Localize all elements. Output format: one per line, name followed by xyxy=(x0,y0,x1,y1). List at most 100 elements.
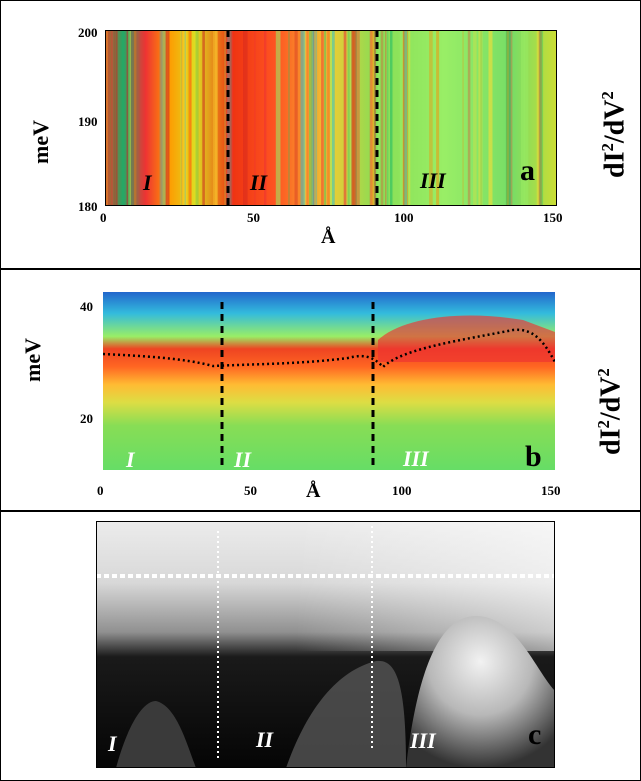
texture-stripe xyxy=(113,30,116,206)
texture-stripe xyxy=(538,30,542,206)
ytick: 20 xyxy=(80,411,93,426)
texture-stripe xyxy=(314,30,316,206)
panel-a-texture xyxy=(105,30,544,206)
texture-stripe xyxy=(275,30,281,206)
texture-stripe xyxy=(436,30,440,206)
texture-stripe xyxy=(402,30,404,206)
region-label: III xyxy=(420,168,446,193)
region-label: I xyxy=(143,170,152,195)
texture-stripe xyxy=(462,30,464,206)
region-label: II xyxy=(234,447,252,472)
texture-stripe xyxy=(162,30,167,206)
texture-stripe xyxy=(165,30,170,206)
texture-stripe xyxy=(523,30,529,206)
texture-stripe xyxy=(195,30,199,206)
region-label: I xyxy=(126,447,135,472)
texture-stripe xyxy=(182,30,187,206)
texture-stripe xyxy=(480,30,482,206)
texture-stripe xyxy=(181,30,183,206)
texture-stripe xyxy=(377,30,381,206)
xtick: 150 xyxy=(541,483,561,498)
texture-stripe xyxy=(303,30,307,206)
region-label: II xyxy=(250,170,268,195)
texture-stripe xyxy=(134,30,137,206)
texture-stripe xyxy=(202,30,205,206)
xtick: 50 xyxy=(244,483,257,498)
texture-stripe xyxy=(254,30,256,206)
texture-stripe xyxy=(399,30,403,206)
texture-stripe xyxy=(304,30,306,206)
panel-letter: a xyxy=(520,154,535,187)
texture-stripe xyxy=(429,30,433,206)
texture-stripe xyxy=(347,30,350,206)
texture-stripe xyxy=(311,30,315,206)
texture-stripe xyxy=(385,30,387,206)
panel-b-right-label: dI2/dV2 xyxy=(594,368,627,455)
panel-b-xlabel: Å xyxy=(306,480,321,502)
texture-stripe xyxy=(139,30,145,206)
ytick: 200 xyxy=(78,25,98,40)
region-label: III xyxy=(410,728,436,753)
panel-a-heatmap xyxy=(105,30,557,206)
panel-a-right-label: dI2/dV2 xyxy=(598,91,631,178)
texture-stripe xyxy=(380,30,384,206)
xtick: 0 xyxy=(97,483,104,498)
texture-stripe xyxy=(536,30,539,206)
texture-stripe xyxy=(212,30,218,206)
panel-divider xyxy=(0,510,641,512)
panel-b-dotted-curve xyxy=(103,328,555,369)
texture-stripe xyxy=(509,30,513,206)
texture-stripe xyxy=(294,30,298,206)
texture-stripe xyxy=(374,30,376,206)
texture-stripe xyxy=(111,30,114,206)
ytick: 190 xyxy=(78,114,98,129)
texture-stripe xyxy=(506,30,509,206)
texture-stripe xyxy=(105,30,108,206)
panel-a-plot-border xyxy=(105,30,557,206)
texture-stripe xyxy=(473,30,477,206)
texture-stripe xyxy=(128,30,131,206)
texture-stripe xyxy=(467,30,471,206)
panel-c-hill-small xyxy=(286,660,406,768)
region-label: III xyxy=(403,446,429,471)
panel-a-ylabel: meV xyxy=(28,120,53,164)
xtick: 100 xyxy=(392,483,412,498)
texture-stripe xyxy=(309,30,313,206)
texture-stripe xyxy=(387,30,389,206)
texture-stripe xyxy=(214,30,218,206)
texture-stripe xyxy=(404,30,408,206)
panel-b-high-band xyxy=(378,315,555,362)
texture-stripe xyxy=(311,30,316,206)
ytick: 40 xyxy=(80,299,93,314)
panel-c-hill-large xyxy=(406,616,555,768)
texture-stripe xyxy=(229,30,234,206)
panel-c-border xyxy=(96,521,555,768)
panel-c-right-fade xyxy=(296,521,555,651)
texture-stripe xyxy=(521,30,525,206)
texture-stripe xyxy=(408,30,411,206)
texture-stripe xyxy=(116,30,118,206)
texture-stripe xyxy=(347,30,353,206)
texture-stripe xyxy=(478,30,483,206)
texture-stripe xyxy=(390,30,393,206)
panel-letter: c xyxy=(528,718,542,751)
panel-letter: b xyxy=(525,440,542,473)
panel-b-ylabel: meV xyxy=(20,338,45,382)
texture-stripe xyxy=(351,30,357,206)
texture-stripe xyxy=(288,30,290,206)
texture-stripe xyxy=(326,30,330,206)
texture-stripe xyxy=(329,30,334,206)
ytick: 180 xyxy=(78,199,98,214)
texture-stripe xyxy=(161,30,166,206)
panel-a-xlabel: Å xyxy=(321,226,336,248)
texture-stripe xyxy=(505,30,511,206)
xtick: 100 xyxy=(394,210,414,225)
texture-stripe xyxy=(264,30,267,206)
texture-stripe xyxy=(180,30,182,206)
texture-stripe xyxy=(488,30,493,206)
panel-c-topograph xyxy=(96,521,555,768)
panel-divider xyxy=(0,268,641,270)
texture-stripe xyxy=(403,30,408,206)
texture-stripe xyxy=(159,30,163,206)
region-label: II xyxy=(256,727,274,752)
